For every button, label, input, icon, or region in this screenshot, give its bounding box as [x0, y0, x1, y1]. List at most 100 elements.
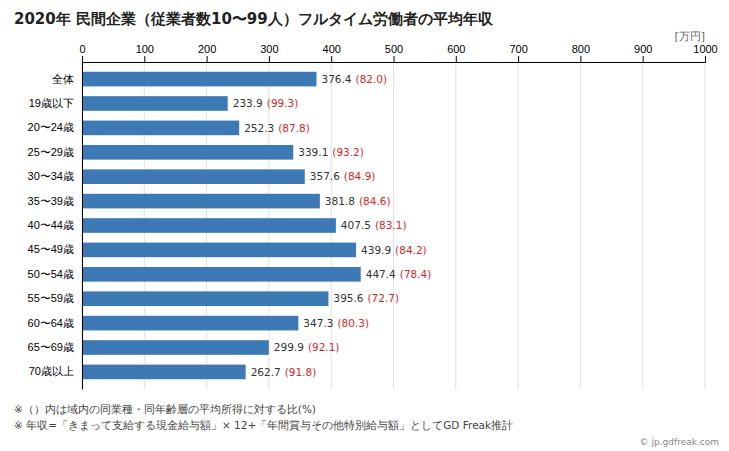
- bar: [82, 194, 320, 209]
- ratio-label: (72.7): [368, 292, 400, 304]
- ratio-label: (78.4): [400, 268, 432, 280]
- bars: [82, 72, 361, 379]
- y-tick: 全体: [52, 73, 82, 85]
- y-tick: 70歳以上: [29, 365, 82, 377]
- y-tick: 35〜39歳: [28, 195, 82, 207]
- value-label: 357.6: [310, 170, 340, 182]
- y-tick-label: 全体: [52, 73, 74, 85]
- ratio-label: (84.6): [359, 195, 391, 207]
- x-tick-label: 1000: [693, 43, 717, 55]
- x-tick-mark: [144, 56, 145, 62]
- bar: [82, 72, 316, 87]
- y-tick-label: 35〜39歳: [28, 195, 74, 207]
- grid-line: [705, 62, 706, 389]
- x-tick-mark: [207, 56, 208, 62]
- y-tick-label: 20〜24歳: [28, 121, 74, 133]
- ratio-label: (80.3): [337, 317, 369, 329]
- grid: [82, 62, 705, 389]
- x-tick-mark: [394, 56, 395, 62]
- y-tick: 30〜34歳: [28, 170, 82, 182]
- x-tick-mark: [643, 56, 644, 62]
- plot: 0 100 200 300 400 500 600 700 800 900 1000 全体 19歳以下 2…: [28, 43, 718, 390]
- ratio-label: (92.1): [308, 341, 340, 353]
- data-labels: 376.4(82.0)233.9(99.3)252.3(87.8)339.1(9…: [233, 73, 432, 378]
- x-axis: 0 100 200 300 400 500 600 700 800 900 1000: [79, 43, 717, 63]
- x-tick: 400: [323, 43, 341, 62]
- y-tick: 20〜24歳: [28, 121, 82, 133]
- bar: [82, 121, 239, 136]
- x-tick-label: 0: [79, 43, 85, 55]
- x-tick-label: 100: [136, 43, 154, 55]
- ratio-label: (93.2): [332, 146, 364, 158]
- x-tick: 700: [509, 43, 527, 62]
- y-tick-label: 30〜34歳: [28, 170, 74, 182]
- x-tick-label: 600: [447, 43, 465, 55]
- x-tick: 500: [385, 43, 403, 62]
- x-tick-label: 700: [509, 43, 527, 55]
- footnote: ※（）内は域内の同業種・同年齢層の平均所得に対する比(%): [14, 403, 316, 416]
- bar: [82, 243, 356, 258]
- x-tick-label: 200: [198, 43, 216, 55]
- title: 2020年 民間企業（従業者数10〜99人）フルタイム労働者の平均年収: [14, 10, 494, 28]
- x-tick: 1000: [693, 43, 717, 62]
- x-tick-label: 500: [385, 43, 403, 55]
- y-tick-label: 60〜64歳: [28, 317, 74, 329]
- grid-line: [642, 62, 643, 389]
- bar: [82, 316, 298, 331]
- grid-line: [580, 62, 581, 389]
- y-tick: 60〜64歳: [28, 317, 82, 329]
- x-tick: 800: [572, 43, 590, 62]
- value-label: 233.9: [233, 97, 263, 109]
- x-tick: 100: [136, 43, 154, 62]
- x-tick-mark: [518, 56, 519, 62]
- y-tick-label: 45〜49歳: [28, 243, 74, 255]
- x-tick-mark: [580, 56, 581, 62]
- watermark: © jp.gdfreak.com: [640, 437, 719, 447]
- x-tick: 900: [634, 43, 652, 62]
- x-tick-label: 900: [634, 43, 652, 55]
- value-label: 339.1: [298, 146, 328, 158]
- grid-line: [518, 62, 519, 389]
- grid-line: [82, 62, 83, 389]
- ratio-label: (91.8): [285, 366, 317, 378]
- value-label: 376.4: [321, 73, 351, 85]
- bar: [82, 218, 336, 233]
- y-tick: 19歳以下: [29, 97, 82, 109]
- bar: [82, 291, 328, 306]
- x-tick-label: 800: [572, 43, 590, 55]
- unit-label: [万円]: [674, 30, 705, 43]
- ratio-label: (99.3): [267, 97, 299, 109]
- y-tick: 55〜59歳: [28, 292, 82, 304]
- bar: [82, 96, 228, 111]
- y-tick: 40〜44歳: [28, 219, 82, 231]
- x-tick-mark: [269, 56, 270, 62]
- x-tick: 0: [79, 43, 85, 62]
- bar: [82, 145, 293, 160]
- y-tick: 65〜69歳: [28, 341, 82, 353]
- y-tick: 25〜29歳: [28, 146, 82, 158]
- y-axis: 全体 19歳以下 20〜24歳 25〜29歳 30〜34歳 35〜39歳 40〜44歳 45〜…: [28, 63, 83, 390]
- y-tick-label: 40〜44歳: [28, 219, 74, 231]
- value-label: 252.3: [244, 122, 274, 134]
- chart: 0 100 200 300 400 500 600 700 800 900 1000 全体 19歳以下 2…: [0, 0, 729, 451]
- value-label: 447.4: [366, 268, 396, 280]
- y-tick-label: 50〜54歳: [28, 268, 74, 280]
- ratio-label: (87.8): [278, 122, 310, 134]
- value-label: 395.6: [333, 292, 363, 304]
- x-tick-mark: [331, 56, 332, 62]
- y-axis-line: [82, 63, 83, 390]
- value-label: 262.7: [251, 366, 281, 378]
- x-tick-mark: [82, 56, 83, 62]
- value-label: 407.5: [341, 219, 371, 231]
- y-tick-label: 65〜69歳: [28, 341, 74, 353]
- value-label: 347.3: [303, 317, 333, 329]
- y-tick: 50〜54歳: [28, 268, 82, 280]
- bar: [82, 267, 361, 282]
- y-tick-label: 70歳以上: [29, 365, 74, 377]
- x-tick: 600: [447, 43, 465, 62]
- grid-line: [455, 62, 456, 389]
- ratio-label: (83.1): [375, 219, 407, 231]
- x-tick-label: 400: [323, 43, 341, 55]
- x-axis-line: [83, 56, 706, 63]
- x-tick: 300: [260, 43, 278, 62]
